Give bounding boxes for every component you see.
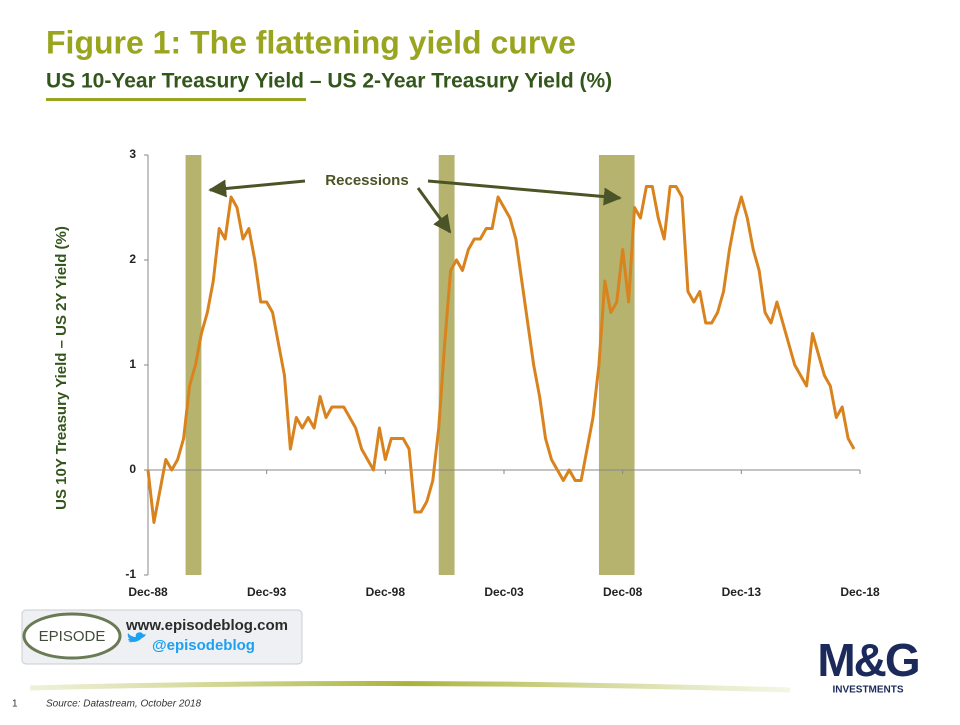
annotation: Recessions: [325, 172, 408, 189]
arrow: [208, 179, 306, 198]
y-tick-label: -1: [125, 567, 136, 581]
x-tick-label: Dec-93: [247, 585, 287, 599]
y-tick-label: 2: [129, 252, 136, 266]
page-number: 1: [12, 699, 18, 710]
x-tick-label: Dec-88: [128, 585, 168, 599]
twitter: @episodeblog: [152, 637, 255, 654]
website: www.episodeblog.com: [125, 617, 288, 634]
source: Source: Datastream, October 2018: [46, 699, 202, 710]
subtitle: US 10-Year Treasury Yield – US 2-Year Tr…: [46, 70, 612, 93]
y-tick-label: 3: [129, 147, 136, 161]
arrow: [427, 179, 622, 206]
yield-spread-line: [146, 185, 856, 524]
x-tick-label: Dec-18: [840, 585, 880, 599]
swoosh: [29, 680, 791, 693]
twitter-icon: [127, 632, 146, 643]
x-tick-label: Dec-98: [366, 585, 406, 599]
recession-band: [185, 155, 202, 575]
x-tick-label: Dec-13: [722, 585, 762, 599]
brand: M&G: [817, 634, 918, 686]
y-tick-label: 1: [129, 357, 136, 371]
y-axis-label: US 10Y Treasury Yield – US 2Y Yield (%): [53, 226, 70, 510]
title: Figure 1: The flattening yield curve: [46, 24, 576, 60]
plot: -1 0 1 2 3 Dec-88 Dec-93 Dec-98 Dec-03 Dec-08 Dec-…: [125, 147, 880, 599]
logo: [22, 612, 122, 660]
logo-text: EPISODE: [39, 628, 106, 645]
recession-band: [598, 155, 635, 575]
x-tick-label: Dec-08: [603, 585, 643, 599]
brand-sub: INVESTMENTS: [832, 685, 903, 696]
arrow: [416, 187, 452, 234]
x-tick-label: Dec-03: [484, 585, 524, 599]
y-tick-label: 0: [129, 462, 136, 476]
title-rule: [46, 98, 306, 101]
